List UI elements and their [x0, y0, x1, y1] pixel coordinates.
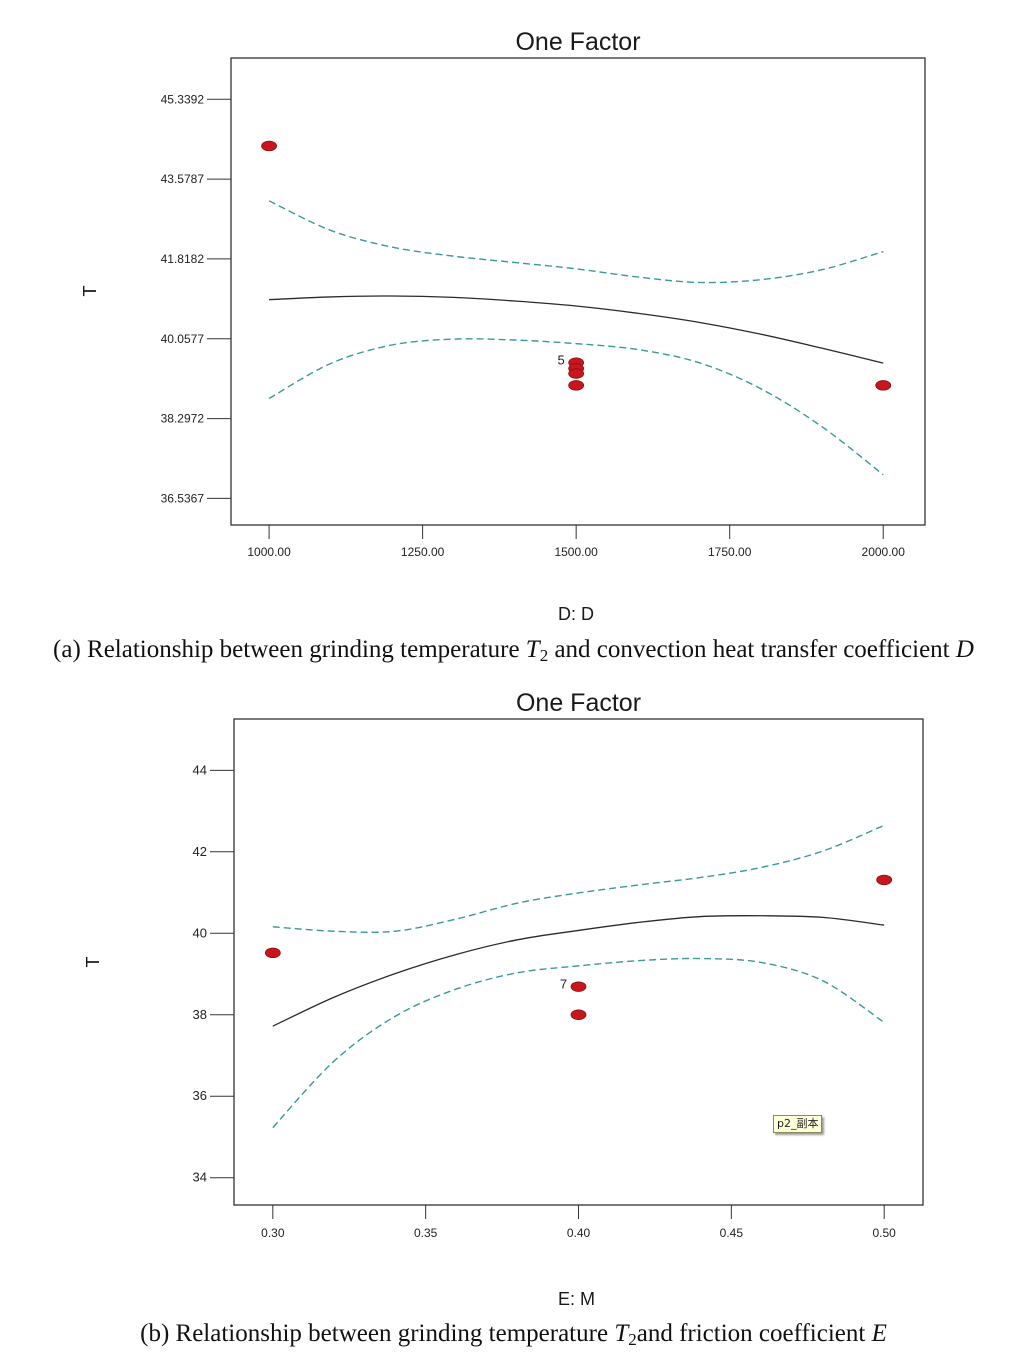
y-axis-label: T: [80, 286, 100, 297]
x-tick-label: 0.45: [720, 1226, 744, 1240]
y-tick-label: 38.2972: [161, 412, 205, 426]
y-tick-label: 42: [193, 844, 207, 859]
point-count-annotation: 7: [560, 977, 567, 992]
y-tick-label: 45.3392: [161, 92, 205, 106]
chart-title: One Factor: [516, 689, 641, 717]
data-point: [876, 874, 893, 886]
y-tick-label: 36: [193, 1088, 207, 1103]
data-point: [261, 140, 277, 152]
y-axis-label: T: [83, 957, 103, 968]
x-tick-label: 0.30: [261, 1226, 285, 1240]
data-point: [875, 380, 892, 391]
caption-a: (a) Relationship between grinding temper…: [53, 636, 974, 665]
chart-b: One Factor 44 42 40 38 36 34 0.30 0.35 0.40 0.45 0.…: [83, 689, 924, 1309]
x-tick-label: 1500.00: [554, 545, 598, 559]
data-point: [264, 947, 281, 959]
y-tick-label: 34: [193, 1170, 207, 1185]
upper-ci-curve: [272, 824, 885, 934]
sticky-note-label[interactable]: p2_副本: [773, 1115, 823, 1133]
x-tick-label: 1750.00: [708, 545, 752, 559]
x-tick-label: 2000.00: [862, 545, 906, 559]
data-point: [568, 380, 585, 391]
lower-ci-curve: [268, 338, 884, 476]
x-axis-label: E: M: [558, 1289, 595, 1309]
upper-ci-curve: [268, 200, 884, 284]
x-axis-label: D: D: [558, 604, 594, 624]
data-point: [568, 368, 585, 379]
caption-b: (b) Relationship between grinding temper…: [140, 1320, 887, 1349]
y-tick-label: 44: [193, 762, 207, 777]
lower-ci-curve: [272, 957, 885, 1129]
x-tick-label: 1000.00: [247, 545, 291, 559]
point-count-annotation: 5: [558, 353, 565, 368]
x-tick-label: 0.50: [872, 1226, 896, 1240]
x-tick-label: 0.35: [414, 1226, 438, 1240]
y-tick-label: 40.0577: [161, 332, 205, 346]
y-tick-label: 36.5367: [161, 491, 205, 505]
y-tick-label: 41.8182: [161, 252, 205, 266]
fit-curve: [272, 915, 885, 1027]
y-tick-label: 43.5787: [161, 172, 205, 186]
data-point: [570, 1009, 587, 1020]
chart-title: One Factor: [515, 28, 640, 56]
y-tick-label: 38: [193, 1007, 207, 1022]
x-tick-label: 1250.00: [401, 545, 445, 559]
plot-frame: [230, 57, 926, 526]
data-point: [570, 981, 587, 992]
x-tick-label: 0.40: [567, 1226, 591, 1240]
chart-a: One Factor 45.3392 43.5787 41.8182 40.0577 38…: [80, 28, 926, 624]
fit-curve: [269, 295, 884, 364]
y-tick-label: 40: [193, 925, 207, 940]
